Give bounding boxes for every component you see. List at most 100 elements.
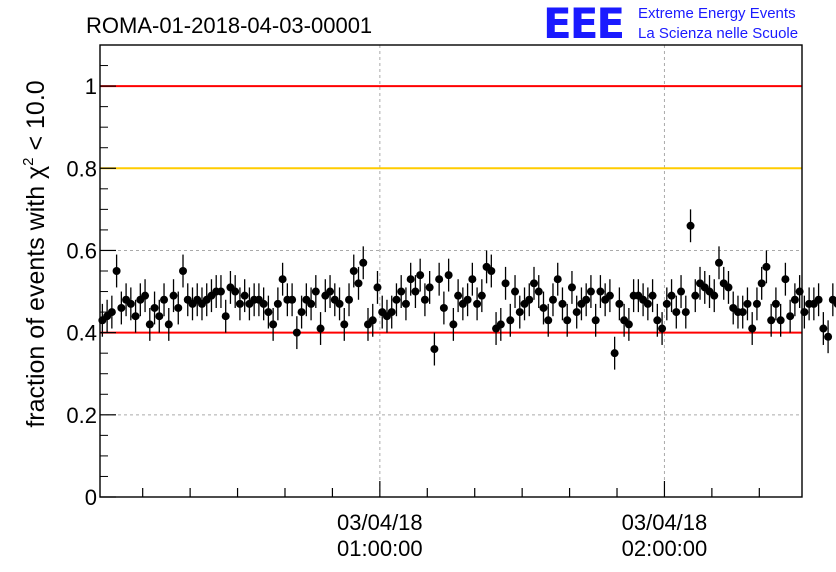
data-point [155, 312, 164, 321]
data-point [150, 303, 159, 312]
data-point [767, 316, 776, 325]
data-point [126, 299, 135, 308]
data-point [416, 271, 425, 280]
data-point [572, 308, 581, 317]
data-point [757, 279, 766, 288]
data-point [743, 299, 752, 308]
data-point [297, 308, 306, 317]
data-point [160, 295, 169, 304]
data-point [216, 287, 225, 296]
data-point [781, 275, 790, 284]
data-point [610, 349, 619, 358]
data-point [530, 279, 539, 288]
reference-lines [100, 85, 802, 334]
data-point [582, 295, 591, 304]
data-point [648, 291, 657, 300]
data-point [496, 320, 505, 329]
axes: 00.20.40.60.8103/04/1801:00:0003/04/1802… [66, 44, 760, 561]
data-point [288, 295, 297, 304]
data-point [454, 291, 463, 300]
data-point [672, 308, 681, 317]
data-point [477, 291, 486, 300]
data-point [501, 279, 510, 288]
data-point [221, 312, 230, 321]
data-point [487, 267, 496, 275]
data-point [145, 320, 154, 329]
data-point [762, 262, 771, 271]
x-tick-label: 02:00:00 [622, 536, 708, 561]
data-point [117, 303, 126, 312]
data-point [439, 303, 448, 312]
data-point [819, 324, 828, 333]
data-point [373, 283, 382, 292]
data-point [326, 287, 335, 296]
data-point [748, 324, 757, 333]
data-point [681, 308, 690, 317]
data-point [814, 295, 823, 304]
data-point [776, 316, 785, 325]
grid-lines [100, 45, 802, 497]
y-tick-label: 0.4 [66, 321, 97, 346]
data-point [420, 295, 429, 304]
data-point [515, 308, 524, 317]
data-point [643, 299, 652, 308]
data-point [259, 299, 268, 308]
data-point [544, 316, 553, 325]
data-point [686, 221, 695, 230]
x-tick-label: 03/04/18 [337, 510, 423, 535]
data-point [164, 320, 173, 329]
logo-mark: EEE [543, 0, 625, 48]
data-point [368, 316, 377, 325]
data-point [553, 275, 562, 284]
data-point [359, 258, 368, 267]
data-point [752, 299, 761, 308]
data-point [653, 316, 662, 325]
data-point [558, 299, 567, 308]
data-point [463, 295, 472, 304]
data-point [240, 291, 249, 300]
data-point [738, 308, 747, 317]
data-point [605, 291, 614, 300]
data-point [534, 287, 543, 296]
data-point [586, 287, 595, 296]
data-point [662, 299, 671, 308]
data-point [563, 316, 572, 325]
data-point [107, 308, 116, 317]
eee-logo: EEE Extreme Energy Events La Scienza nel… [543, 2, 833, 46]
data-point [786, 312, 795, 321]
chart-title: ROMA-01-2018-04-03-00001 [86, 13, 372, 38]
data-point [658, 324, 667, 333]
data-points [98, 209, 836, 370]
data-point [349, 267, 358, 275]
data-point [525, 295, 534, 304]
logo-line-1: Extreme Energy Events [638, 5, 796, 22]
data-point [269, 320, 278, 329]
data-point [235, 299, 244, 308]
data-point [615, 299, 624, 308]
data-point [335, 299, 344, 308]
data-point [354, 279, 363, 288]
data-point [667, 291, 676, 300]
data-point [567, 283, 576, 292]
data-point [278, 275, 287, 284]
data-point [449, 320, 458, 329]
data-point [345, 295, 354, 304]
data-point [506, 316, 515, 325]
data-point [411, 287, 420, 296]
data-point [714, 258, 723, 267]
data-point [833, 300, 836, 308]
plot-frame [99, 44, 803, 498]
data-point [591, 316, 600, 325]
y-axis-label: fraction of events with χ2 < 10.0 [20, 80, 50, 427]
data-point [771, 299, 780, 308]
x-tick-label: 03/04/18 [622, 510, 708, 535]
y-tick-label: 0 [85, 485, 97, 510]
data-point [406, 275, 415, 284]
y-tick-label: 0.8 [66, 156, 97, 181]
data-point [392, 295, 401, 304]
data-point [179, 267, 188, 275]
logo-line-2: La Scienza nelle Scuole [638, 25, 799, 42]
data-point [307, 299, 316, 308]
data-point [169, 291, 178, 300]
